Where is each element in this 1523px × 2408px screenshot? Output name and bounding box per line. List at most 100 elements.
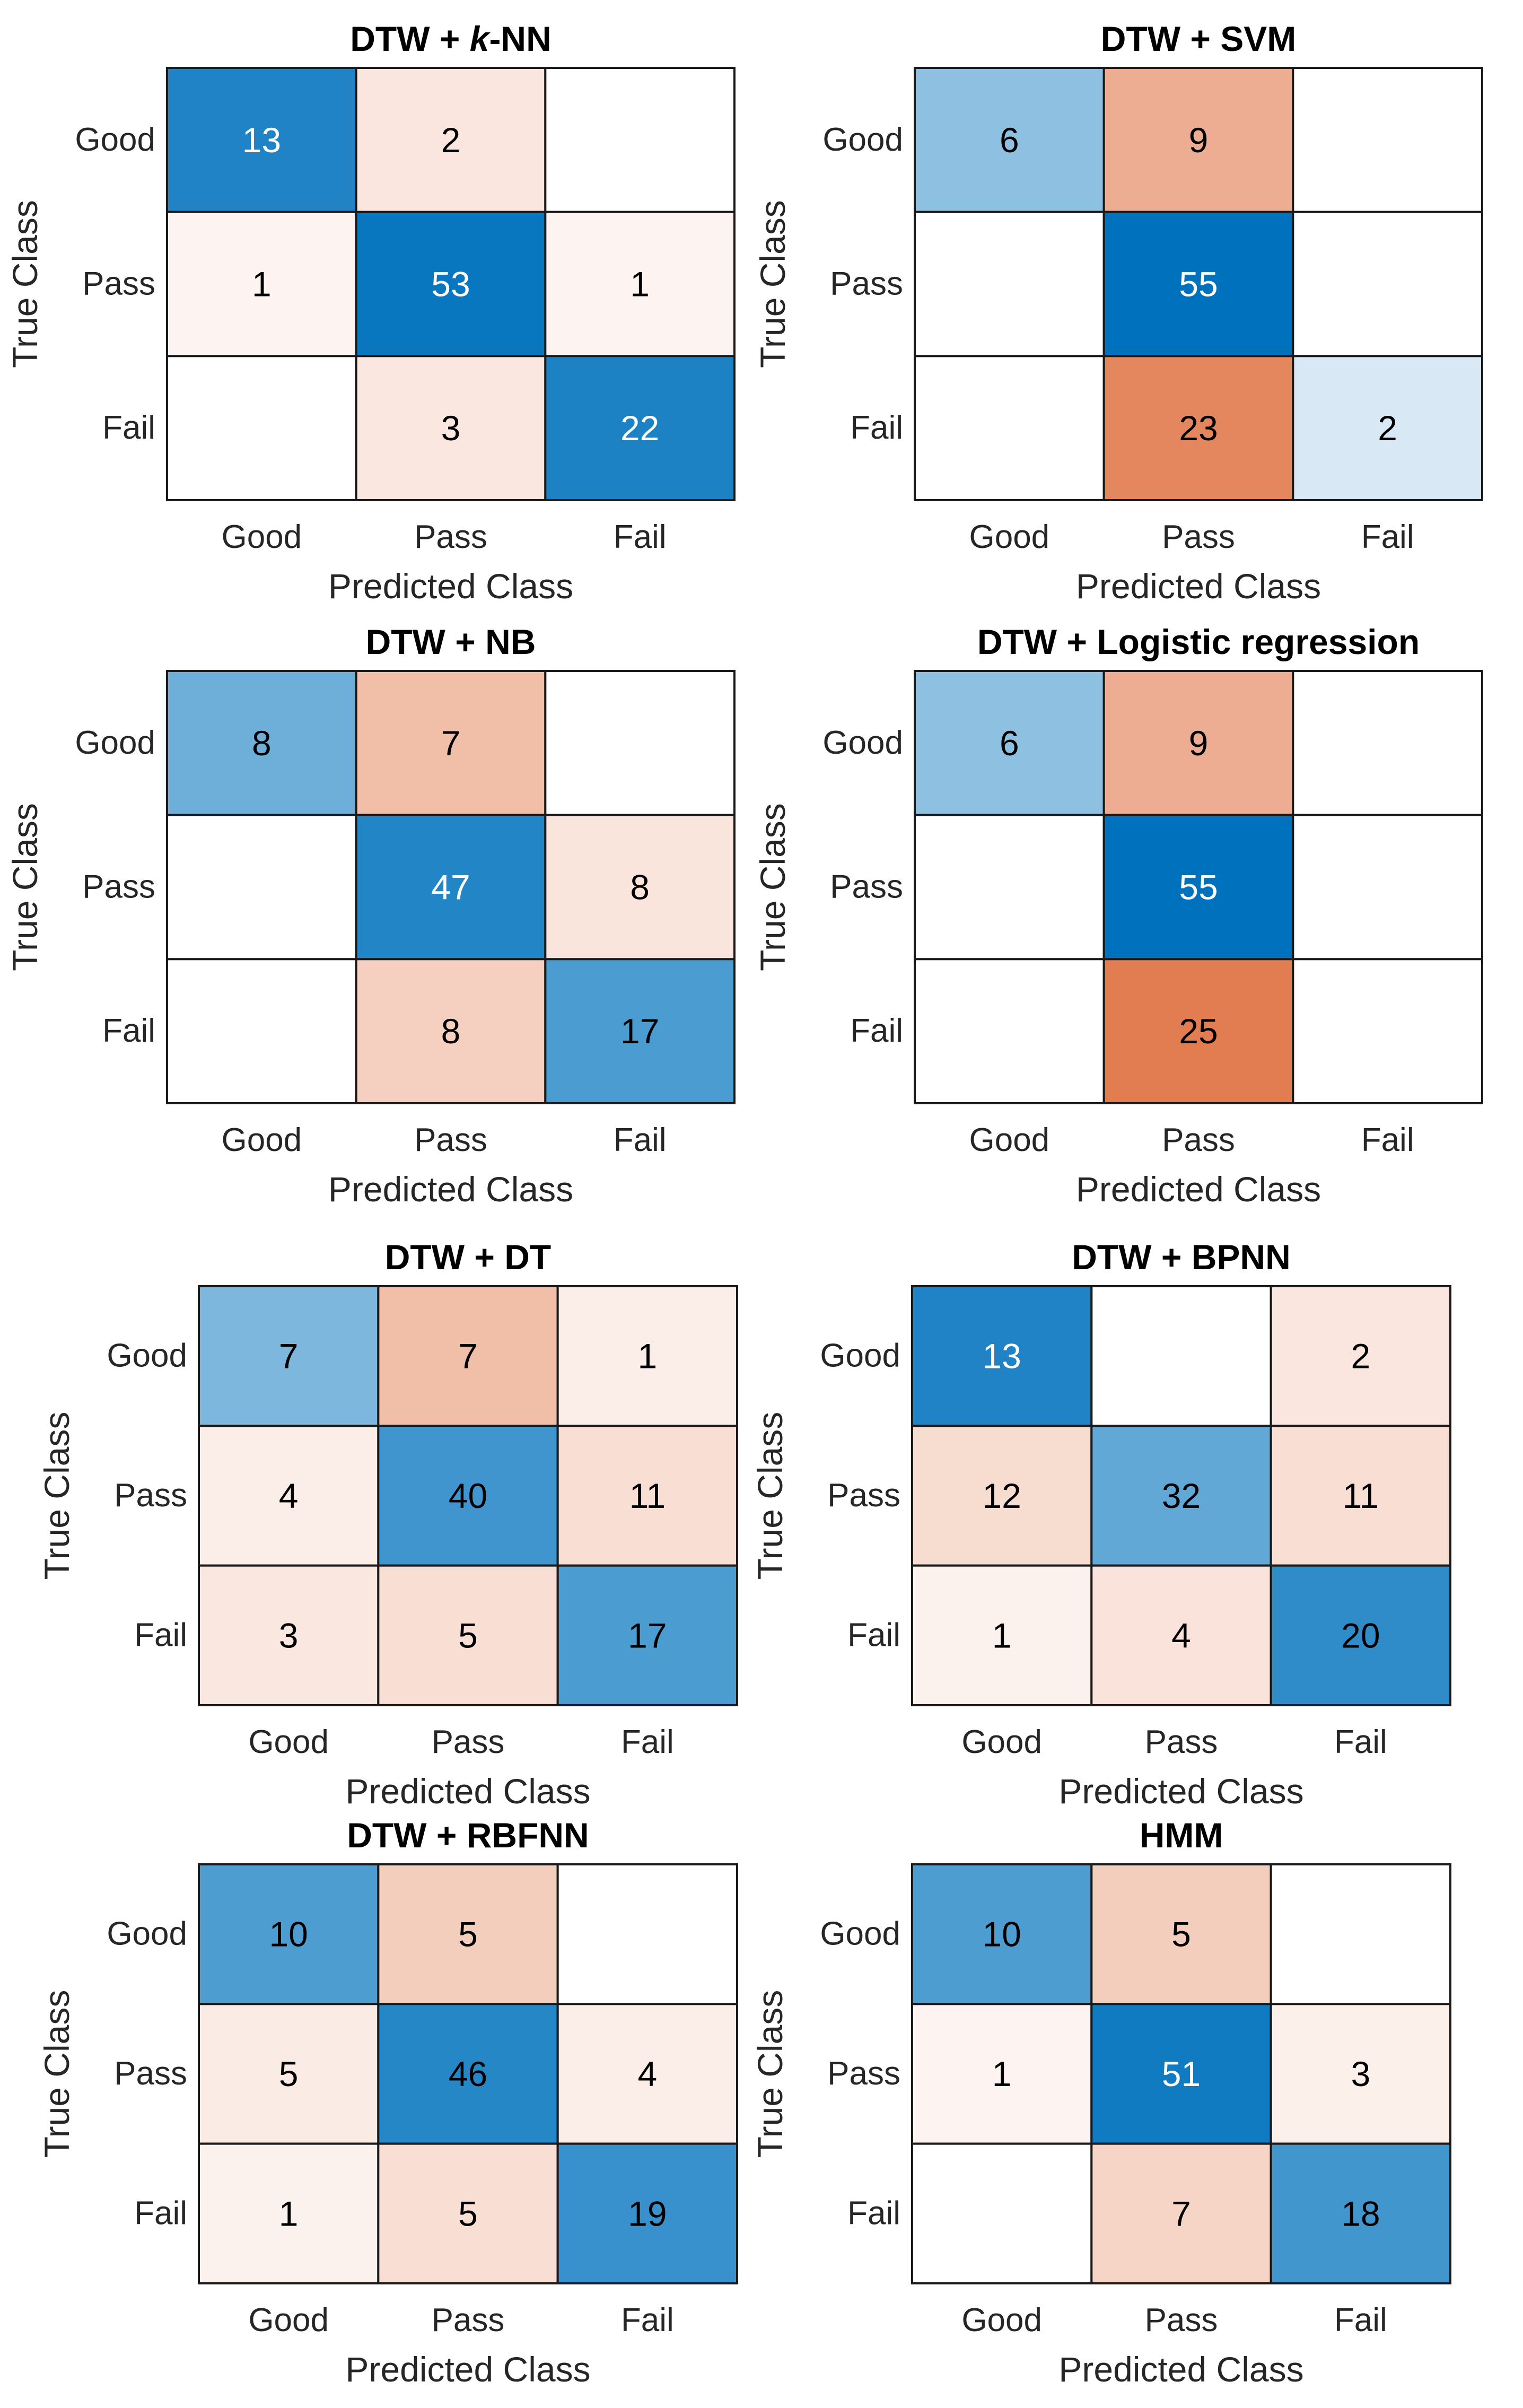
col-tick-label: Pass xyxy=(432,2302,505,2339)
col-tick-label: Pass xyxy=(432,1724,505,1760)
matrix-cell xyxy=(914,958,1105,1105)
matrix-cell xyxy=(544,670,736,816)
matrix-cell xyxy=(1270,2003,1452,2145)
y-axis-label: True Class xyxy=(753,803,792,971)
row-tick-label: Fail xyxy=(134,2195,187,2231)
cell-value: 1 xyxy=(630,265,650,304)
matrix-cell xyxy=(1090,1285,1272,1427)
panel-title: HMM xyxy=(1140,1816,1223,1855)
cell-value: 2 xyxy=(1378,408,1397,448)
row-tick-label: Fail xyxy=(134,1617,187,1653)
col-tick-label: Pass xyxy=(1162,1122,1235,1158)
cell-value: 8 xyxy=(630,868,650,907)
cell-value: 47 xyxy=(431,868,470,907)
matrix-cell xyxy=(377,2142,559,2285)
y-axis-label: True Class xyxy=(750,1412,790,1580)
cell-value: 46 xyxy=(449,2054,487,2093)
cell-value: 23 xyxy=(1179,408,1218,448)
cell-value: 55 xyxy=(1179,265,1218,304)
matrix-cell xyxy=(1102,211,1294,357)
row-tick-label: Pass xyxy=(114,2055,187,2092)
cell-value: 18 xyxy=(1341,2194,1380,2233)
row-tick-label: Fail xyxy=(847,2195,900,2231)
cell-value: 53 xyxy=(431,265,470,304)
matrix-cell xyxy=(355,67,547,213)
matrix-cell xyxy=(355,355,547,501)
cell-value: 5 xyxy=(1171,1915,1191,1954)
cell-value: 10 xyxy=(982,1915,1021,1954)
col-tick-label: Fail xyxy=(1334,1724,1387,1760)
matrix-cell xyxy=(1102,814,1294,961)
matrix-cell xyxy=(166,355,357,501)
col-tick-label: Good xyxy=(969,1122,1049,1158)
matrix-cell xyxy=(355,211,547,357)
col-tick-label: Fail xyxy=(621,2302,674,2339)
cell-value: 13 xyxy=(982,1337,1021,1376)
matrix-cell xyxy=(166,670,357,816)
matrix-cell xyxy=(544,814,736,961)
cell-value: 51 xyxy=(1162,2054,1201,2093)
matrix-cell xyxy=(914,670,1105,816)
cell-value: 7 xyxy=(279,1337,299,1376)
matrix-cell xyxy=(1270,1425,1452,1567)
matrix-cell xyxy=(1090,1425,1272,1567)
matrix-cell xyxy=(1090,1564,1272,1707)
row-tick-label: Pass xyxy=(82,266,155,302)
row-tick-label: Fail xyxy=(102,1013,155,1049)
confusion-matrix-panel-7: 10 5 5 46 4 1 5 19 DTW + RBFNN Good Pass Fail Good Pa… xyxy=(37,1816,738,2389)
matrix-cell xyxy=(1270,1285,1452,1427)
matrix-cell xyxy=(1102,958,1294,1105)
matrix-cell xyxy=(1292,958,1483,1105)
y-axis-label: True Class xyxy=(37,1990,76,2158)
panel-title: DTW + BPNN xyxy=(1072,1237,1291,1277)
row-tick-label: Good xyxy=(820,1338,900,1374)
cell-value: 4 xyxy=(279,1476,299,1515)
cell-value: 7 xyxy=(458,1337,478,1376)
x-axis-label: Predicted Class xyxy=(1076,1170,1321,1209)
panel-title: DTW + NB xyxy=(366,622,536,661)
row-tick-label: Good xyxy=(107,1916,187,1952)
matrix-cell xyxy=(911,2142,1093,2285)
cell-value: 20 xyxy=(1341,1616,1380,1655)
y-axis-label: True Class xyxy=(5,803,45,971)
cell-value: 3 xyxy=(1351,2054,1370,2093)
y-axis-label: True Class xyxy=(37,1412,76,1580)
matrix-cell xyxy=(556,2142,738,2285)
matrix-cell xyxy=(198,1564,380,1707)
matrix-cell xyxy=(1090,2003,1272,2145)
cell-value: 1 xyxy=(252,265,272,304)
cell-value: 13 xyxy=(242,120,281,160)
row-tick-label: Pass xyxy=(114,1477,187,1514)
x-axis-label: Predicted Class xyxy=(328,566,573,606)
cell-value: 2 xyxy=(441,120,461,160)
row-tick-label: Pass xyxy=(82,869,155,905)
y-axis-label: True Class xyxy=(750,1990,790,2158)
x-axis-label: Predicted Class xyxy=(345,1772,590,1811)
x-axis-label: Predicted Class xyxy=(1076,566,1321,606)
row-tick-label: Pass xyxy=(830,869,903,905)
matrix-cell xyxy=(556,1425,738,1567)
matrix-cell xyxy=(1270,1564,1452,1707)
cell-value: 19 xyxy=(628,2194,667,2233)
x-axis-label: Predicted Class xyxy=(328,1170,573,1209)
col-tick-label: Fail xyxy=(621,1724,674,1760)
matrix-cell xyxy=(198,1863,380,2005)
row-tick-label: Good xyxy=(820,1916,900,1952)
matrix-cell xyxy=(166,67,357,213)
col-tick-label: Good xyxy=(221,1122,302,1158)
matrix-cell xyxy=(911,2003,1093,2145)
cell-value: 25 xyxy=(1179,1011,1218,1051)
col-tick-label: Fail xyxy=(1361,519,1414,555)
cell-value: 11 xyxy=(629,1476,666,1515)
row-tick-label: Fail xyxy=(102,409,155,446)
panel-title: DTW + SVM xyxy=(1101,19,1297,58)
matrix-cell xyxy=(198,1285,380,1427)
col-tick-label: Fail xyxy=(1334,2302,1387,2339)
col-tick-label: Fail xyxy=(1361,1122,1414,1158)
matrix-cell xyxy=(198,2142,380,2285)
matrix-cell xyxy=(166,814,357,961)
